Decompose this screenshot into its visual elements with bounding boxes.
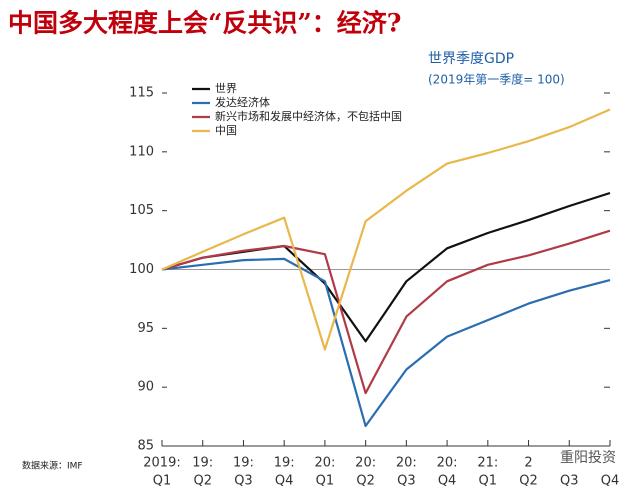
x-tick-label: Q4 [601,474,620,488]
legend-label: 中国 [215,124,237,137]
chart-subtitle: (2019年第一季度= 100) [428,72,565,87]
x-tick-label: 20: [437,456,458,471]
x-tick-label: Q3 [234,474,253,488]
series-line [161,191,611,343]
x-tick-label: 20: [355,456,376,471]
series-line [161,108,611,351]
y-tick-label: 85 [137,439,154,454]
y-tick-label: 90 [137,380,154,395]
x-tick-label: Q1 [153,474,172,488]
x-tick-label: 20: [396,456,417,471]
watermark: 重阳投资 [560,450,616,466]
y-tick-label: 110 [129,144,154,159]
x-tick-label: 19: [192,456,213,471]
legend-label: 世界 [215,82,237,95]
x-tick-label: Q3 [397,474,416,488]
legend-label: 新兴市场和发展中经济体，不包括中国 [215,109,402,123]
chart-title: 世界季度GDP [428,51,514,67]
x-tick-label: Q2 [519,474,538,488]
x-tick-label: Q1 [316,474,335,488]
legend-label: 发达经济体 [215,95,270,109]
page-title: 中国多大程度上会“反共识”：经济? [8,9,401,38]
x-tick-label: Q4 [438,474,457,488]
x-tick-label: 2019: [143,456,180,471]
x-tick-label: Q2 [356,474,375,488]
x-tick-label: 20: [314,456,335,471]
series-line [161,257,611,428]
y-tick-label: 95 [137,321,154,336]
y-tick-label: 105 [129,203,154,218]
x-tick-label: 2 [524,456,532,471]
y-tick-label: 115 [129,86,154,101]
x-tick-label: Q4 [275,474,294,488]
x-tick-label: 19: [274,456,295,471]
x-tick-label: 21: [477,456,498,471]
y-tick-label: 100 [129,262,154,277]
x-tick-label: Q3 [560,474,579,488]
x-tick-label: Q2 [193,474,212,488]
x-tick-label: Q1 [479,474,498,488]
series-line [161,229,611,395]
source: 数据来源：IMF [22,460,83,472]
x-tick-label: 19: [233,456,254,471]
